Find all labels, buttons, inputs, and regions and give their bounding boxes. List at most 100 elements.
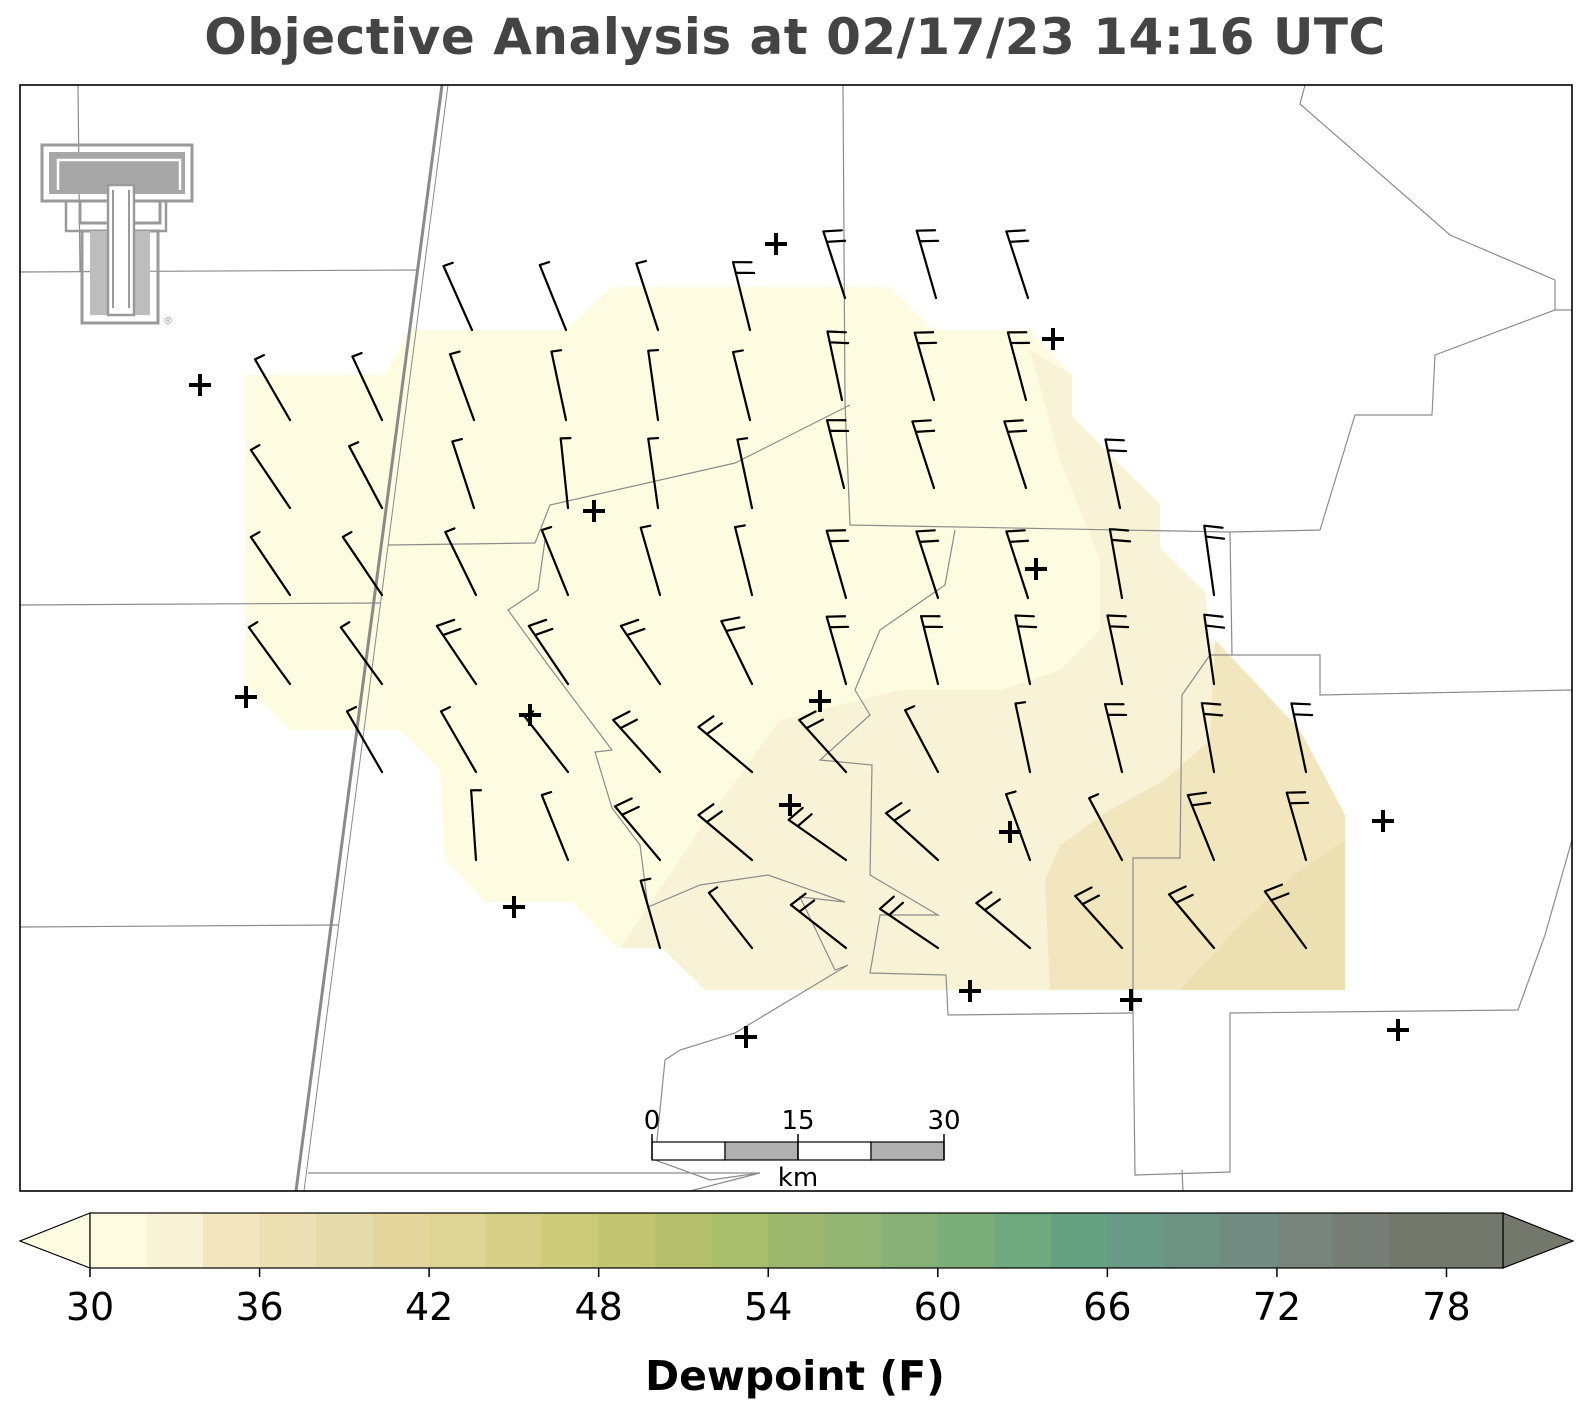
colorbar-segment (937, 1213, 995, 1268)
wind-barb (1006, 331, 1031, 402)
dewpoint-region-36-38 (1180, 840, 1345, 990)
colorbar-segment (768, 1213, 826, 1268)
colorbar-segment (485, 1213, 543, 1268)
scale-label-30: 30 (927, 1106, 960, 1136)
colorbar-tick-label: 36 (235, 1285, 283, 1329)
colorbar-segment (1276, 1213, 1334, 1268)
wind-barb (1103, 702, 1128, 774)
colorbar-segment (90, 1213, 148, 1268)
wind-barb (1203, 613, 1226, 686)
wind-barb (247, 621, 292, 686)
colorbar-extend-low (18, 1212, 91, 1269)
wind-barb (1108, 527, 1132, 600)
station-marker (765, 233, 787, 255)
scale-label-0: 0 (644, 1106, 661, 1136)
map-frame (19, 84, 1573, 1192)
wind-barb (345, 706, 384, 774)
wind-barb (913, 331, 938, 402)
wind-barb (439, 706, 478, 774)
wind-barb (1186, 791, 1216, 862)
colorbar-segment (429, 1213, 487, 1268)
wind-barb (798, 710, 848, 774)
station-markers (189, 233, 1409, 1048)
colorbar-tick-label: 78 (1422, 1285, 1470, 1329)
colorbar-extend-high (1502, 1212, 1575, 1269)
wind-barb (1005, 529, 1030, 600)
colorbar-segment (1107, 1213, 1165, 1268)
wind-barb (635, 259, 660, 332)
colorbar-segment (372, 1213, 430, 1268)
wind-barb (249, 530, 292, 597)
wind-barb (1167, 885, 1216, 950)
wind-barb (253, 354, 292, 422)
wind-barb (826, 330, 850, 402)
wind-barb (825, 418, 850, 490)
colorbar-segment (1389, 1213, 1447, 1268)
station-marker (1120, 989, 1142, 1011)
wind-barb (825, 529, 850, 600)
wind-barb (470, 789, 483, 862)
wind-barb (527, 618, 570, 686)
wind-barb (915, 229, 940, 300)
wind-barb (444, 527, 478, 597)
colorbar-segment (655, 1213, 713, 1268)
wind-barb (787, 806, 848, 862)
wind-barb (904, 705, 940, 774)
wind-barb (1005, 229, 1030, 300)
colorbar-segment (1050, 1213, 1108, 1268)
station-marker (779, 794, 801, 816)
wind-barb (1285, 791, 1310, 862)
station-marker (735, 1026, 757, 1048)
wind-barb (348, 441, 384, 510)
colorbar-segments (90, 1213, 1504, 1268)
colorbar-tick-label: 66 (1083, 1285, 1131, 1329)
wind-barb (559, 436, 572, 510)
station-marker (1387, 1019, 1409, 1041)
wind-barbs (247, 229, 1314, 950)
colorbar-tick-label: 42 (405, 1285, 453, 1329)
wind-barb (975, 891, 1032, 950)
svg-text:®: ® (163, 316, 173, 327)
colorbar-segment (824, 1213, 882, 1268)
wind-barb (697, 803, 754, 862)
wind-barb (341, 530, 384, 597)
wind-barb (825, 615, 850, 686)
station-marker (235, 686, 257, 708)
wind-barb (731, 349, 752, 422)
wind-barb (707, 886, 754, 950)
colorbar-tick-label: 72 (1253, 1285, 1301, 1329)
scale-bar: 0 15 30 km (644, 1106, 961, 1193)
colorbar-label: Dewpoint (F) (645, 1352, 945, 1400)
station-marker (1372, 810, 1394, 832)
wind-barb (884, 801, 940, 862)
wind-barb (697, 715, 754, 774)
wind-barb (1104, 438, 1128, 510)
wind-barb (550, 349, 568, 422)
wind-barb (919, 614, 944, 686)
colorbar-segment (994, 1213, 1052, 1268)
wind-barb (736, 437, 754, 510)
colorbar-segment (146, 1213, 204, 1268)
colorbar-segment (1220, 1213, 1278, 1268)
colorbar-segment (598, 1213, 656, 1268)
wind-barb (733, 524, 754, 597)
wind-barb (1014, 614, 1038, 686)
wind-barb (351, 351, 384, 422)
wind-barb (878, 895, 940, 950)
wind-barb (451, 437, 476, 510)
wind-barb (1004, 790, 1032, 862)
station-marker (583, 500, 605, 522)
wind-barb (822, 229, 847, 300)
wind-barb (249, 443, 292, 510)
wind-barb (613, 797, 662, 862)
station-marker (189, 374, 211, 396)
wind-barb (619, 618, 662, 686)
wind-barb (639, 877, 662, 950)
wind-barb (1200, 701, 1224, 774)
state-line (294, 85, 449, 1191)
wind-barb (1263, 883, 1308, 950)
wind-barb (538, 261, 568, 332)
station-marker (809, 690, 831, 712)
station-marker (1042, 328, 1064, 350)
